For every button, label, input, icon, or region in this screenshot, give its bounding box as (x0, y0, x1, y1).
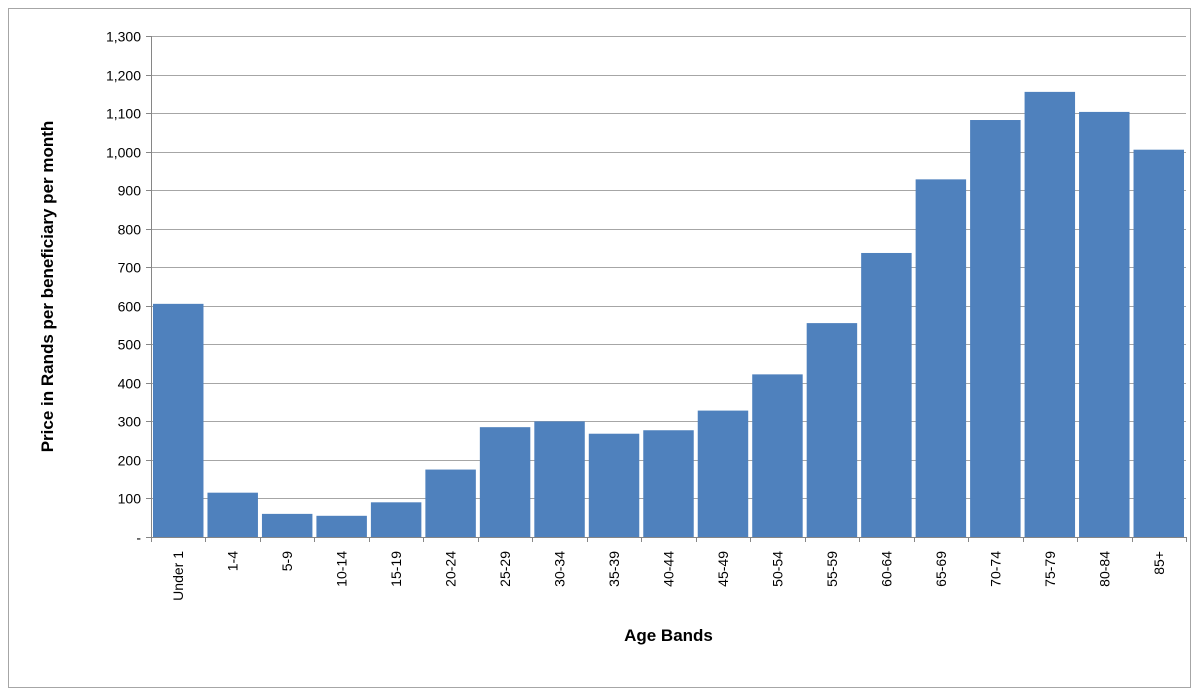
x-tick-label: 65-69 (933, 551, 949, 587)
y-tick-label: 1,200 (106, 68, 141, 84)
y-tick-label: 1,300 (106, 29, 141, 45)
y-tick-label: 400 (118, 376, 142, 392)
y-axis-title: Price in Rands per beneficiary per month (38, 121, 57, 453)
x-tick-label: 75-79 (1042, 551, 1058, 587)
bar (643, 430, 694, 537)
chart-frame: - 100 200 300 400 500 600 700 800 900 1,000 1,100 1,… (8, 8, 1191, 688)
bar (806, 323, 858, 537)
bar (207, 492, 258, 537)
bar-chart: - 100 200 300 400 500 600 700 800 900 1,000 1,100 1,… (38, 29, 1187, 645)
x-tick-label: Under 1 (170, 551, 186, 601)
bar (1079, 111, 1130, 537)
bar (425, 469, 476, 537)
x-tick-label: 50-54 (769, 551, 785, 587)
x-tick-label: 30-34 (552, 551, 568, 587)
x-tick-label: 25-29 (497, 551, 513, 587)
y-tick-label: 200 (118, 453, 142, 469)
x-tick-label: 55-59 (824, 551, 840, 587)
bar (697, 410, 749, 537)
bar (316, 515, 367, 537)
x-tick-label: 85+ (1151, 551, 1167, 575)
bar (970, 120, 1021, 537)
bars (153, 91, 1184, 537)
bar (1133, 149, 1184, 537)
x-tick-label: 70-74 (987, 551, 1003, 587)
x-tick-label: 1-4 (225, 551, 241, 571)
x-tick-label: 60-64 (878, 551, 894, 587)
bar (1024, 91, 1076, 537)
y-tick-label: 500 (118, 337, 142, 353)
x-axis-title: Age Bands (624, 626, 713, 645)
x-tick-label: 20-24 (443, 551, 459, 587)
y-tick-label: 700 (118, 260, 142, 276)
bar (752, 374, 803, 537)
bar (370, 502, 422, 537)
bar (261, 513, 313, 537)
x-tick-label: 40-44 (661, 551, 677, 587)
bar (588, 433, 640, 537)
y-tick-label: - (136, 530, 141, 546)
x-tick-label: 10-14 (334, 551, 350, 587)
y-tick-label: 100 (118, 491, 142, 507)
x-tick-label: 35-39 (606, 551, 622, 587)
y-tick-label: 300 (118, 414, 142, 430)
bar (534, 421, 585, 537)
y-tick-label: 1,100 (106, 106, 141, 122)
bar (153, 303, 204, 537)
axes (146, 36, 1187, 542)
x-tick-label: 15-19 (388, 551, 404, 587)
bar (861, 252, 912, 537)
bar (479, 427, 531, 537)
y-tick-label: 900 (118, 183, 142, 199)
y-tick-label: 1,000 (106, 145, 141, 161)
y-tick-labels: - 100 200 300 400 500 600 700 800 900 1,000 1,100 1,… (106, 29, 141, 546)
x-tick-labels: Under 1 1-4 5-9 10-14 15-19 20-24 25-29 30-34 35… (170, 551, 1167, 601)
x-tick-label: 45-49 (715, 551, 731, 587)
x-tick-label: 80-84 (1096, 551, 1112, 587)
bar (915, 179, 967, 537)
y-tick-label: 800 (118, 222, 142, 238)
x-tick-label: 5-9 (279, 551, 295, 571)
y-tick-label: 600 (118, 299, 142, 315)
